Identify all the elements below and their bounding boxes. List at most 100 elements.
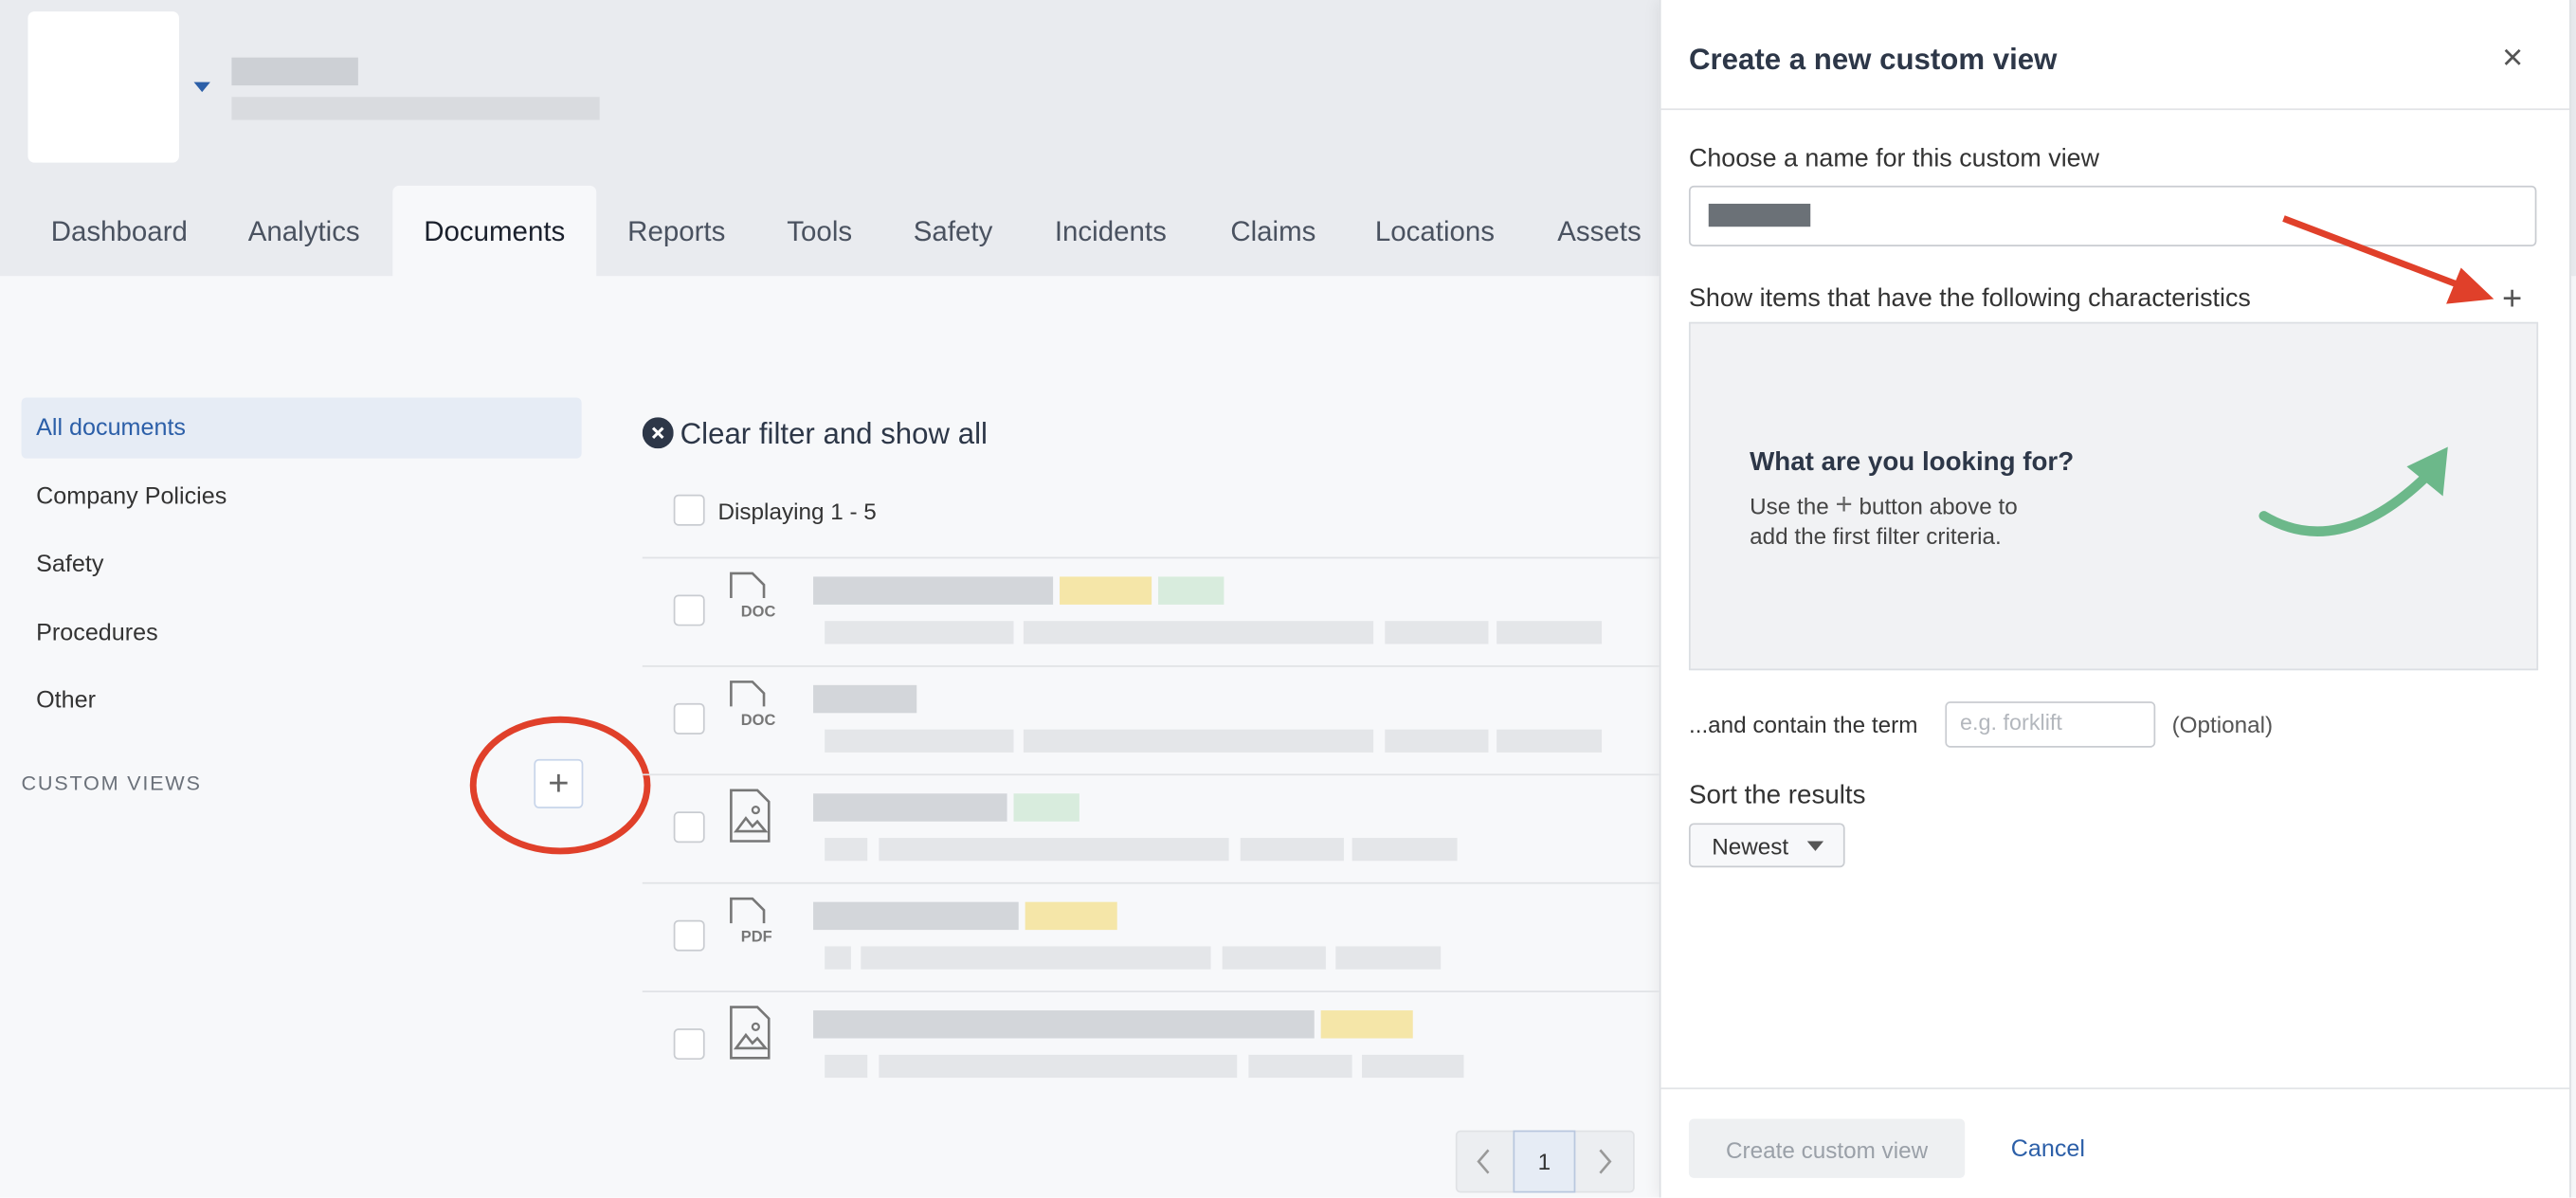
tab[interactable]: Safety: [913, 215, 993, 247]
file-icon: [730, 572, 766, 598]
placeholder: [825, 729, 1014, 753]
active-tab: [392, 185, 597, 278]
tab[interactable]: Tools: [787, 215, 853, 247]
placeholder: [1385, 621, 1489, 644]
tab[interactable]: Incidents: [1054, 215, 1167, 247]
caret: [1806, 841, 1824, 851]
cancel-button[interactable]: Cancel: [2010, 1136, 2085, 1163]
tab[interactable]: Reports: [627, 215, 726, 247]
placeholder: [1248, 1054, 1352, 1079]
create-button[interactable]: [1688, 1118, 1966, 1178]
account-caret[interactable]: [193, 82, 210, 93]
checkbox[interactable]: [673, 1028, 705, 1061]
placeholder: [1023, 729, 1374, 753]
active-item: [21, 397, 582, 459]
tab[interactable]: Analytics: [247, 215, 360, 247]
field-label: Sort the results: [1688, 782, 1866, 810]
sort-value: Newest: [1712, 832, 1789, 860]
tab[interactable]: Documents: [424, 215, 566, 247]
nav-item[interactable]: Other: [36, 687, 96, 715]
placeholder: [825, 838, 868, 862]
annotation: [469, 716, 651, 855]
document-row[interactable]: [642, 556, 1660, 667]
empty-text: add the first filter criteria.: [1750, 522, 2002, 549]
checkbox[interactable]: [673, 594, 705, 626]
page-arrows[interactable]: [1470, 1145, 1618, 1178]
nav-item[interactable]: Company Policies: [36, 483, 227, 510]
clear-filter[interactable]: Clear filter and show all: [680, 417, 988, 450]
placeholder: [1060, 576, 1152, 605]
placeholder: [813, 901, 1019, 931]
tab[interactable]: Locations: [1374, 215, 1496, 247]
page-number[interactable]: 1: [1513, 1130, 1576, 1193]
clear-icon[interactable]: [642, 417, 674, 449]
tab[interactable]: Claims: [1230, 215, 1316, 247]
placeholder: [825, 1054, 868, 1079]
placeholder: e.g. forklift: [1959, 710, 2062, 735]
field-label: Show items that have the following chara…: [1688, 284, 2251, 313]
placeholder: [879, 1054, 1238, 1079]
close-button[interactable]: ×: [2501, 36, 2524, 78]
placeholder: [1320, 1010, 1413, 1039]
file-type: PDF: [740, 928, 772, 947]
file-icon: [730, 789, 771, 843]
placeholder: [1362, 1054, 1464, 1079]
checkbox[interactable]: [673, 811, 705, 844]
placeholder: [231, 97, 600, 120]
placeholder: [1025, 901, 1117, 931]
document-row[interactable]: [642, 881, 1660, 992]
input-value: [1708, 203, 1811, 227]
checkbox[interactable]: [673, 919, 705, 952]
placeholder: [1351, 838, 1458, 862]
logo[interactable]: [27, 11, 179, 163]
placeholder: [1023, 621, 1374, 644]
file-type: DOC: [740, 712, 776, 731]
term-input[interactable]: [1945, 701, 2156, 748]
tab[interactable]: Assets: [1557, 215, 1642, 247]
placeholder: [813, 576, 1054, 605]
field-label: Choose a name for this custom view: [1688, 144, 2100, 173]
placeholder: [1497, 621, 1603, 644]
placeholder: [813, 684, 917, 714]
annotation-arrow: [2282, 215, 2494, 304]
hint-arrow: [2259, 446, 2448, 536]
add-filter-button[interactable]: +: [2501, 280, 2523, 318]
name-input[interactable]: [1688, 185, 2537, 247]
checkbox[interactable]: [673, 494, 705, 526]
file-icon: [730, 681, 766, 707]
placeholder: [1240, 838, 1344, 862]
placeholder: [231, 57, 358, 86]
nav-item[interactable]: Procedures: [36, 619, 158, 646]
placeholder: [879, 838, 1229, 862]
divider: [1659, 108, 2570, 111]
field-label: ...and contain the term: [1688, 711, 1918, 738]
placeholder: [1158, 576, 1225, 605]
text: button above to: [1859, 493, 2018, 519]
checkbox[interactable]: [673, 702, 705, 735]
hint: (Optional): [2171, 711, 2274, 738]
nav-item[interactable]: All documents: [36, 415, 187, 442]
file-icon: [730, 897, 766, 924]
document-row[interactable]: [642, 665, 1660, 775]
placeholder: [1222, 946, 1326, 970]
placeholder: [1497, 729, 1603, 753]
section-label: CUSTOM VIEWS: [21, 771, 202, 795]
placeholder: [1013, 793, 1079, 822]
placeholder: [861, 946, 1211, 970]
tab[interactable]: Dashboard: [50, 215, 188, 247]
placeholder: [813, 1010, 1315, 1039]
empty-text: Use the + button above to: [1750, 490, 2018, 519]
count: Displaying 1 - 5: [717, 498, 877, 524]
placeholder: [1385, 729, 1489, 753]
file-icon: [730, 1006, 771, 1060]
placeholder: [1335, 946, 1442, 970]
document-row[interactable]: [642, 990, 1660, 1100]
placeholder: [825, 946, 851, 970]
empty-heading: What are you looking for?: [1750, 448, 2075, 477]
document-row[interactable]: [642, 773, 1660, 883]
add-view-button[interactable]: +: [534, 758, 584, 808]
placeholder: [825, 621, 1014, 644]
nav-item[interactable]: Safety: [36, 551, 104, 578]
